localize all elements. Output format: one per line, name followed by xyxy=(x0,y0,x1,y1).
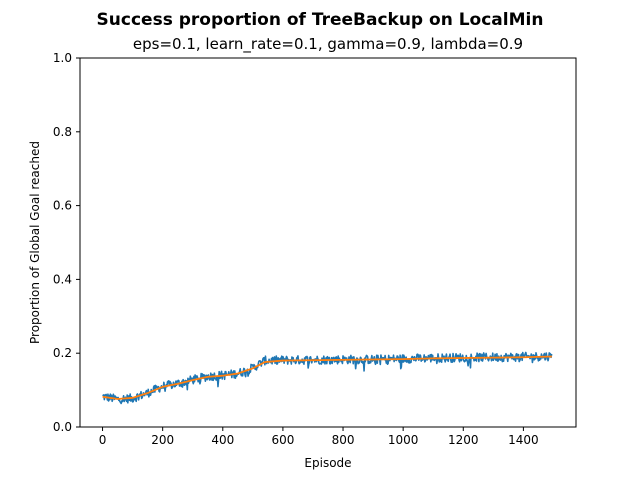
y-tick-label: 0.8 xyxy=(53,125,72,139)
y-axis-label: Proportion of Global Goal reached xyxy=(28,141,42,344)
x-tick-label: 400 xyxy=(211,433,234,447)
axes-frame xyxy=(79,57,577,428)
x-tick-label: 800 xyxy=(332,433,355,447)
smoothed-success-line xyxy=(102,355,552,400)
x-tick-label: 1400 xyxy=(508,433,539,447)
x-tick-label: 0 xyxy=(99,433,107,447)
x-axis-label: Episode xyxy=(304,456,351,470)
y-tick-label: 0.4 xyxy=(53,272,72,286)
x-tick-label: 1200 xyxy=(448,433,479,447)
x-tick-label: 600 xyxy=(271,433,294,447)
plot-area xyxy=(102,351,553,405)
x-tick-label: 200 xyxy=(151,433,174,447)
axis-ticks: 0 200 400 600 800 1000 1200 1400 0.0 0.2 0.4 0.6 0.8… xyxy=(53,51,539,447)
y-tick-label: 0.6 xyxy=(53,199,72,213)
y-tick-label: 1.0 xyxy=(53,51,72,65)
y-tick-label: 0.0 xyxy=(53,420,72,434)
chart-title: Success proportion of TreeBackup on Loca… xyxy=(97,10,544,30)
x-tick-label: 1000 xyxy=(388,433,419,447)
y-tick-label: 0.2 xyxy=(53,346,72,360)
chart-subtitle: eps=0.1, learn_rate=0.1, gamma=0.9, lamb… xyxy=(133,35,523,54)
